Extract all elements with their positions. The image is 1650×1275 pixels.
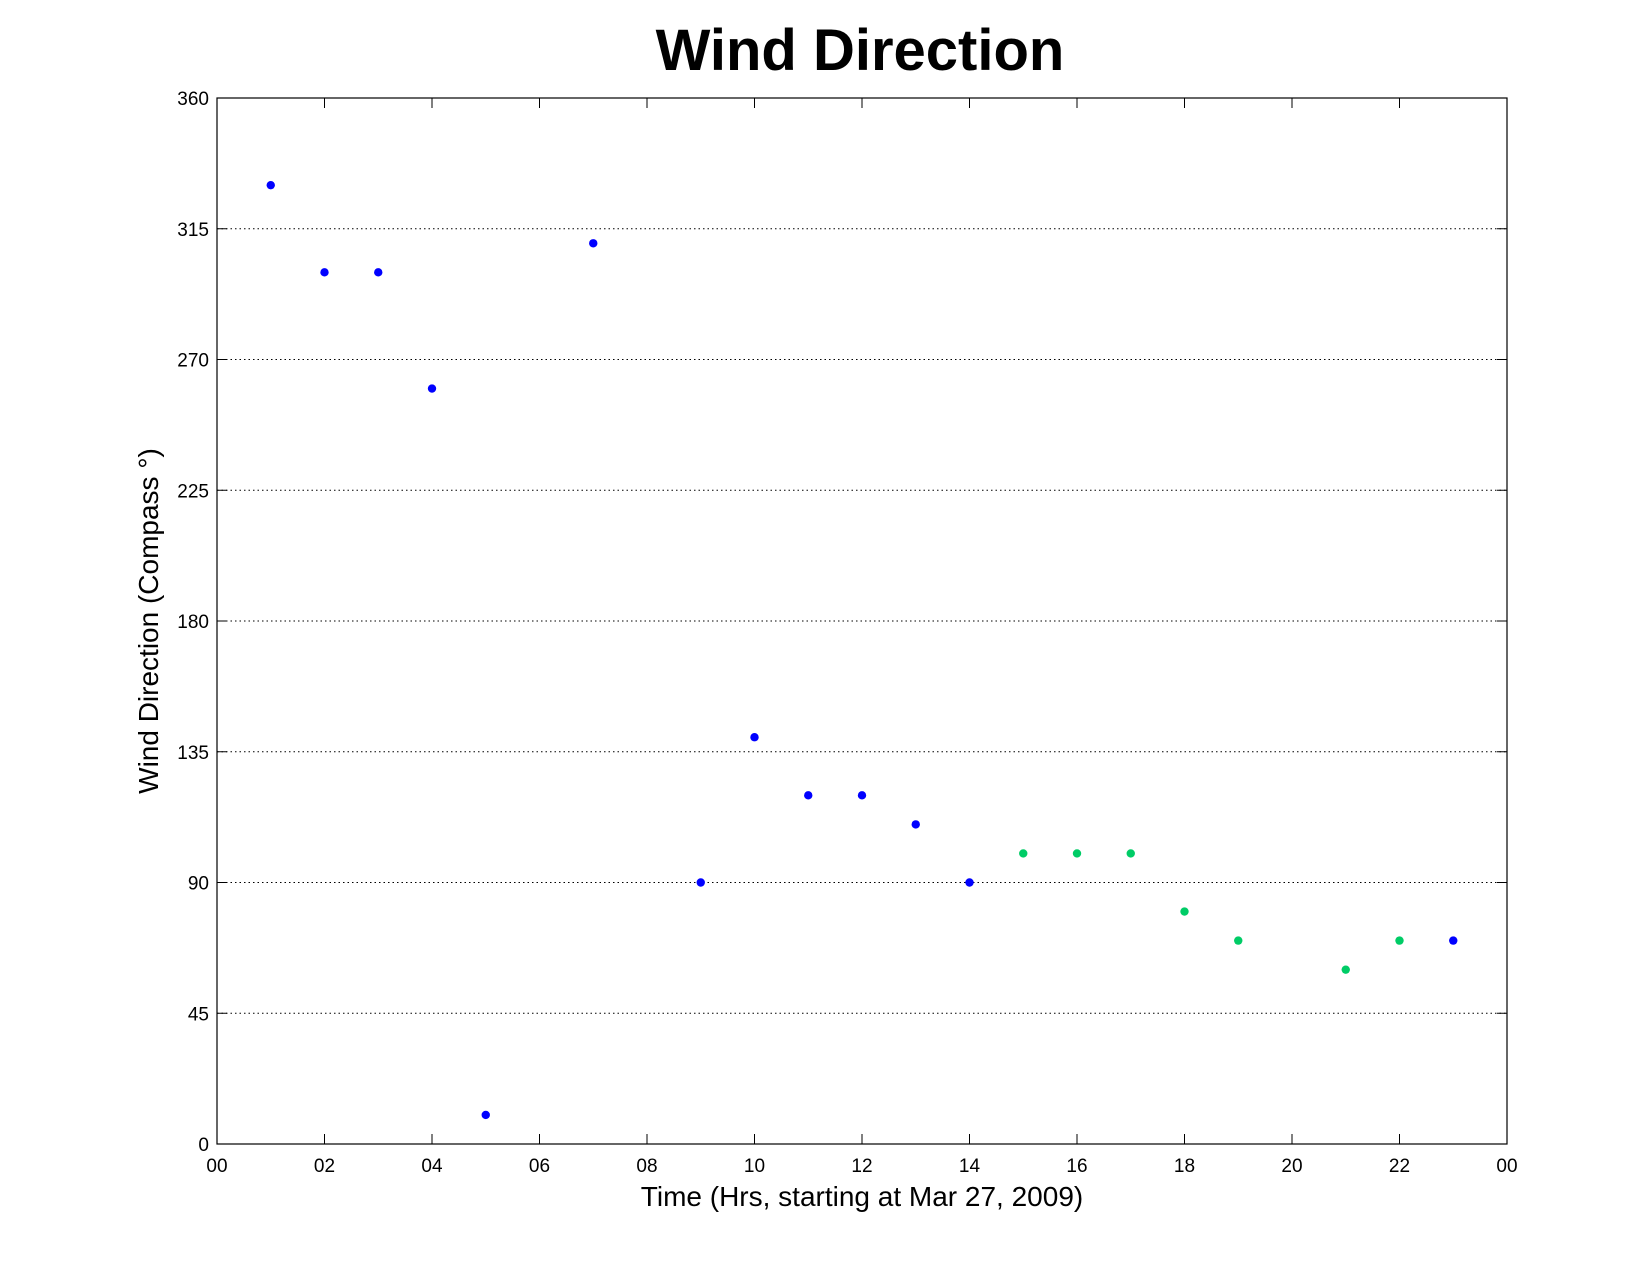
data-point [481, 1110, 490, 1120]
x-tick-label: 16 [1066, 1156, 1087, 1177]
x-axis-label: Time (Hrs, starting at Mar 27, 2009) [641, 1181, 1083, 1212]
x-tick-label: 00 [206, 1156, 227, 1177]
x-tick-label: 20 [1281, 1156, 1302, 1177]
y-tick-label: 270 [177, 351, 209, 372]
data-point [1395, 936, 1404, 945]
data-point [911, 820, 920, 829]
plot-frame [216, 97, 1508, 1145]
data-point [589, 239, 598, 248]
x-tick-label: 12 [851, 1156, 872, 1177]
data-point [1126, 849, 1135, 858]
data-point [1234, 936, 1243, 945]
x-tick-label: 14 [959, 1156, 981, 1177]
y-tick-label: 315 [177, 220, 209, 241]
data-point [1341, 965, 1350, 974]
x-tick-label: 08 [636, 1156, 657, 1177]
x-tick-label: 02 [314, 1156, 335, 1177]
y-tick-label: 135 [177, 743, 209, 764]
data-point [266, 180, 275, 190]
y-axis-label: Wind Direction (Compass °) [133, 448, 164, 794]
y-tick-label: 225 [177, 481, 209, 502]
data-point [427, 384, 437, 393]
chart-title: Wind Direction [656, 18, 1065, 83]
grid-lines [217, 228, 1507, 1014]
y-tick-label: 360 [177, 89, 209, 110]
data-points [266, 180, 1458, 1120]
data-point [374, 268, 383, 277]
x-tick-label: 04 [421, 1156, 443, 1177]
data-point [857, 791, 867, 800]
x-tick-label: 22 [1389, 1156, 1410, 1177]
data-point [1180, 907, 1189, 916]
data-point [1072, 849, 1082, 858]
data-point [696, 878, 705, 887]
x-tick-labels: 00 02 04 06 08 10 12 14 16 18 20 22 00 [206, 1156, 1517, 1177]
y-tick-label: 0 [198, 1135, 209, 1156]
y-tick-label: 180 [177, 612, 209, 633]
x-tick-label: 06 [529, 1156, 550, 1177]
y-tick-labels: 0 45 90 135 180 225 270 315 360 [177, 89, 209, 1156]
data-point [320, 268, 329, 277]
x-tick-label: 10 [744, 1156, 765, 1177]
y-tick-label: 90 [188, 874, 209, 895]
data-point [965, 878, 974, 887]
data-point [750, 733, 759, 742]
data-point [804, 791, 813, 800]
axis-ticks [216, 97, 1508, 1145]
data-point [1449, 936, 1458, 945]
x-tick-label: 00 [1496, 1156, 1517, 1177]
x-tick-label: 18 [1174, 1156, 1195, 1177]
data-point [1019, 849, 1028, 858]
y-tick-label: 45 [188, 1004, 209, 1025]
